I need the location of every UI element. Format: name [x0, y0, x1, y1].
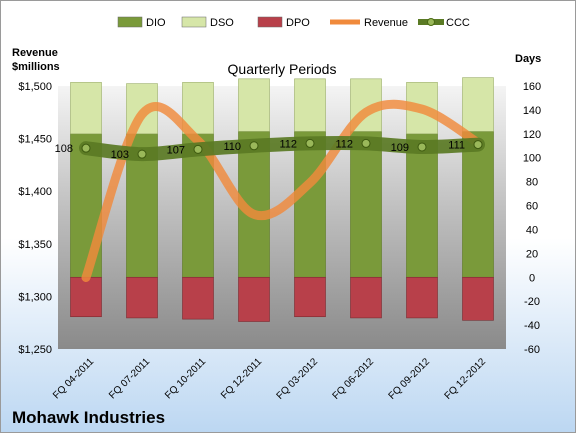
left-tick-label: $1,500 — [18, 81, 52, 93]
left-axis-label-line1: Revenue — [12, 47, 58, 59]
ccc-data-label: 109 — [391, 142, 409, 154]
ccc-point — [473, 140, 483, 150]
right-tick-label: 40 — [526, 224, 538, 236]
ccc-data-label: 112 — [335, 138, 353, 150]
right-tick-label: 160 — [523, 81, 541, 93]
left-tick-label: $1,250 — [18, 344, 52, 356]
legend-label-dpo: DPO — [286, 17, 310, 29]
right-tick-label: 120 — [523, 129, 541, 141]
right-axis-label: Days — [515, 53, 541, 65]
legend-swatch-dso — [181, 16, 207, 28]
right-tick-label: 20 — [526, 248, 538, 260]
plot-area — [58, 86, 506, 349]
ccc-data-label: 107 — [167, 144, 185, 156]
ccc-data-label: 112 — [279, 138, 297, 150]
left-axis-ticks: $1,250 $1,300 $1,350 $1,400 $1,450 $1,500 — [18, 81, 52, 356]
bar-dso — [462, 77, 494, 132]
ccc-point — [417, 142, 427, 152]
legend-label-revenue: Revenue — [364, 17, 408, 29]
right-tick-label: -20 — [524, 296, 540, 308]
legend-label-ccc: CCC — [446, 17, 470, 29]
bar-dso — [70, 82, 102, 135]
right-tick-label: -60 — [524, 344, 540, 356]
legend-swatch-dio — [117, 16, 143, 28]
bar-dio — [294, 131, 326, 278]
legend: DIO DSO DPO Revenue CCC — [117, 16, 470, 29]
bar-dpo — [70, 276, 102, 318]
bar-dpo — [126, 276, 158, 319]
bar-dso — [238, 78, 270, 132]
revenue-line — [81, 99, 483, 282]
bar-dpo — [462, 276, 494, 321]
right-tick-label: -40 — [524, 320, 540, 332]
lines: 108 103 107 110 112 112 109 111 — [55, 99, 485, 282]
bar-dpo — [238, 276, 270, 322]
left-tick-label: $1,450 — [18, 134, 52, 146]
right-tick-label: 100 — [523, 153, 541, 165]
right-tick-label: 80 — [526, 177, 538, 189]
ccc-line — [79, 136, 485, 162]
legend-label-dso: DSO — [210, 17, 234, 29]
chart-title: Quarterly Periods — [228, 61, 337, 77]
bar-dio — [462, 131, 494, 278]
bar-dpo — [350, 276, 382, 319]
left-tick-label: $1,350 — [18, 239, 52, 251]
ccc-point — [137, 149, 147, 159]
left-axis-label-line2: $millions — [12, 61, 60, 73]
left-tick-label: $1,400 — [18, 186, 52, 198]
right-tick-label: 0 — [529, 272, 535, 284]
right-tick-label: 60 — [526, 201, 538, 213]
ccc-data-label: 108 — [55, 143, 73, 155]
bar-dpo — [406, 276, 438, 319]
ccc-point — [361, 138, 371, 148]
left-tick-label: $1,300 — [18, 291, 52, 303]
legend-label-dio: DIO — [146, 17, 166, 29]
ccc-data-label: 111 — [448, 140, 465, 152]
ccc-point — [81, 143, 91, 153]
legend-marker-ccc — [427, 18, 435, 26]
ccc-point — [305, 138, 315, 148]
bar-dpo — [294, 276, 326, 318]
right-tick-label: 140 — [523, 105, 541, 117]
company-name: Mohawk Industries — [12, 408, 165, 427]
ccc-data-label: 103 — [111, 149, 129, 161]
ccc-point — [249, 141, 259, 151]
ccc-point — [193, 144, 203, 154]
legend-swatch-dpo — [257, 16, 283, 28]
ccc-data-label: 110 — [223, 141, 241, 153]
right-axis-ticks: -60 -40 -20 0 20 40 60 80 100 120 140 160 — [523, 81, 541, 356]
bar-dio — [406, 133, 438, 278]
bar-dpo — [182, 276, 214, 320]
bar-dio — [350, 131, 382, 278]
bar-dso — [294, 78, 326, 132]
